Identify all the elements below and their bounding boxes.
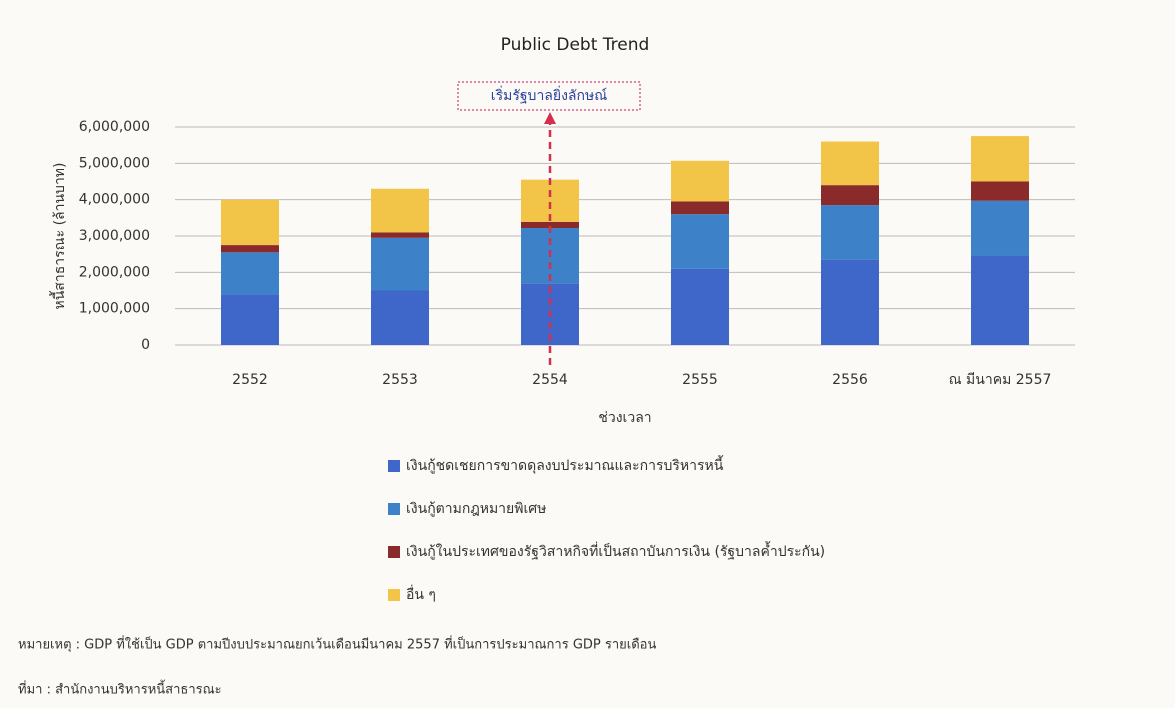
x-tick-label: 2555 bbox=[682, 372, 718, 388]
y-tick-label: 5,000,000 bbox=[79, 155, 150, 171]
bar-segment bbox=[671, 214, 729, 269]
y-tick-label: 4,000,000 bbox=[79, 192, 150, 208]
x-axis-label: ช่วงเวลา bbox=[598, 410, 651, 426]
bar-segment bbox=[371, 232, 429, 238]
annotation-box bbox=[457, 81, 641, 111]
bar-segment bbox=[371, 290, 429, 345]
bar-segment bbox=[821, 259, 879, 345]
x-tick-label: ณ มีนาคม 2557 bbox=[949, 372, 1052, 388]
bar-segment bbox=[221, 199, 279, 246]
bar-segment bbox=[671, 201, 729, 215]
y-tick-label: 1,000,000 bbox=[79, 301, 150, 317]
x-tick-label: 2552 bbox=[232, 372, 268, 388]
y-tick-label: 2,000,000 bbox=[79, 264, 150, 280]
x-tick-label: 2554 bbox=[532, 372, 568, 388]
legend-swatch bbox=[388, 503, 400, 515]
bar-segment bbox=[671, 160, 729, 202]
y-tick-label: 3,000,000 bbox=[79, 228, 150, 244]
x-tick-label: 2556 bbox=[832, 372, 868, 388]
bar-segment bbox=[821, 185, 879, 206]
legend-swatch bbox=[388, 460, 400, 472]
legend-label: เงินกู้ตามกฎหมายพิเศษ bbox=[406, 501, 546, 517]
bar-segment bbox=[221, 252, 279, 295]
bar-segment bbox=[221, 245, 279, 253]
bar-segment bbox=[971, 200, 1029, 256]
bar-segment bbox=[821, 141, 879, 186]
y-tick-label: 0 bbox=[141, 337, 150, 353]
bar-segment bbox=[371, 188, 429, 233]
bar-segment bbox=[971, 181, 1029, 201]
source: ที่มา : สำนักงานบริหารหนี้สาธารณะ bbox=[18, 680, 222, 698]
bar-segment bbox=[821, 205, 879, 260]
legend-label: อื่น ๆ bbox=[406, 585, 436, 603]
bar-segment bbox=[521, 221, 579, 229]
y-axis-label: หนี้สาธารณะ (ล้านบาท) bbox=[49, 163, 68, 310]
bar-segment bbox=[971, 255, 1029, 345]
bar-segment bbox=[671, 268, 729, 345]
legend-label: เงินกู้ชดเชยการขาดดุลงบประมาณและการบริหา… bbox=[406, 455, 724, 474]
legend-label: เงินกู้ในประเทศของรัฐวิสาหกิจที่เป็นสถาบ… bbox=[406, 541, 825, 560]
bar-segment bbox=[371, 237, 429, 291]
chart-title: Public Debt Trend bbox=[501, 35, 650, 55]
bar-segment bbox=[971, 136, 1029, 182]
arrow-head bbox=[544, 112, 556, 124]
x-tick-label: 2553 bbox=[382, 372, 418, 388]
note: หมายเหตุ : GDP ที่ใช้เป็น GDP ตามปีงบประ… bbox=[18, 635, 656, 653]
bar-segment bbox=[221, 294, 279, 345]
y-tick-label: 6,000,000 bbox=[79, 119, 150, 135]
legend-swatch bbox=[388, 589, 400, 601]
legend-swatch bbox=[388, 546, 400, 558]
annotation: เริ่มรัฐบาลยิ่งลักษณ์ bbox=[491, 86, 607, 104]
